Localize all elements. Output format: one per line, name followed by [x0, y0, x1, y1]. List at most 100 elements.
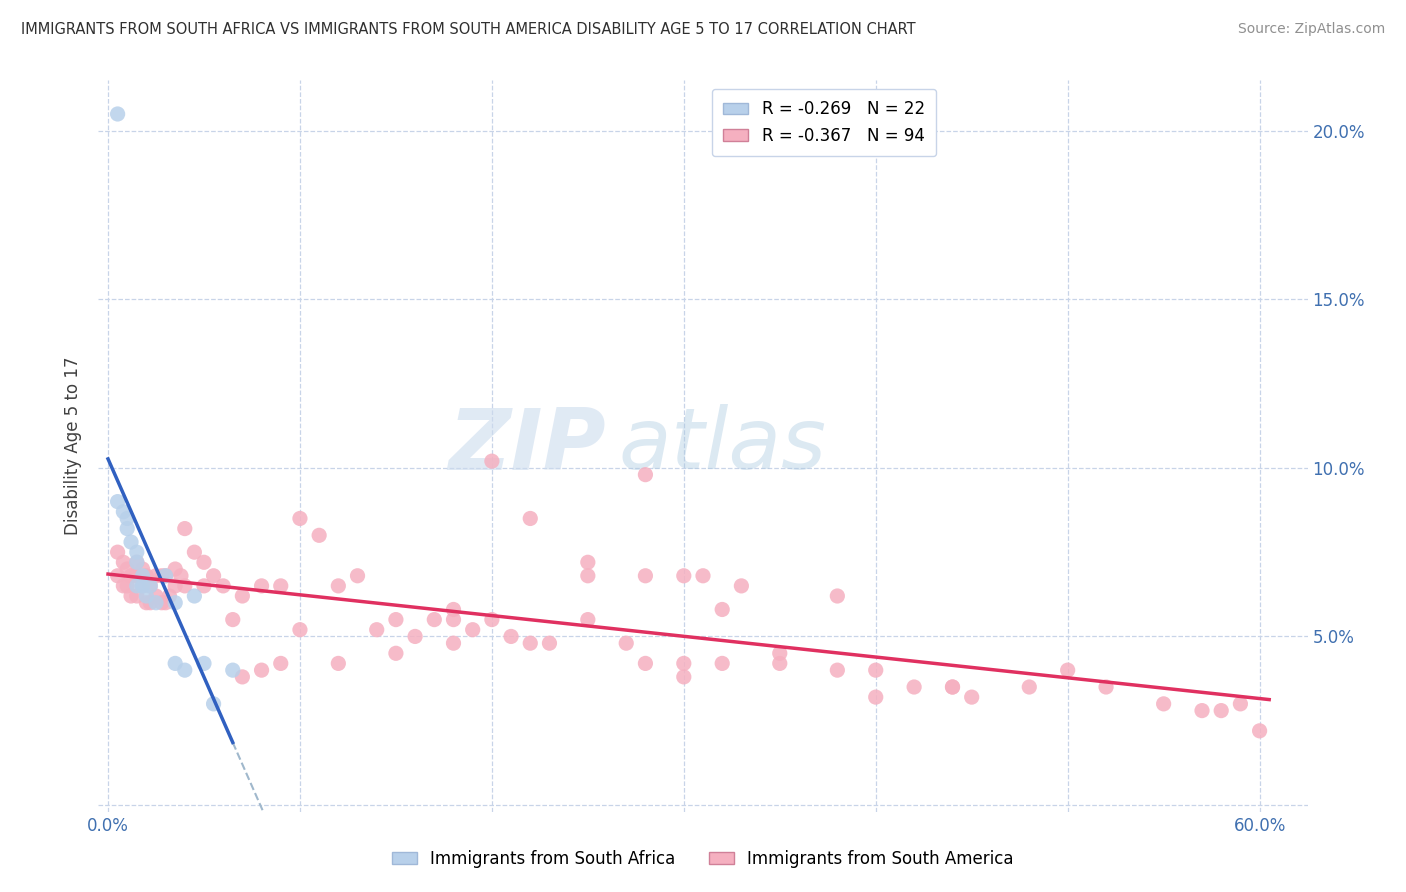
Point [165, 562, 187, 576]
Point [115, 522, 138, 536]
Point [173, 579, 195, 593]
Point [193, 555, 215, 569]
Point [115, 579, 138, 593]
Point [125, 589, 148, 603]
Point [112, 579, 135, 593]
Point [614, 636, 637, 650]
Point [125, 579, 148, 593]
Point [112, 505, 135, 519]
Point [423, 613, 446, 627]
Point [112, 555, 135, 569]
Point [576, 568, 599, 582]
Point [769, 657, 792, 671]
Point [155, 568, 177, 582]
Point [222, 613, 245, 627]
Point [120, 589, 142, 603]
Point [270, 579, 292, 593]
Point [346, 568, 368, 582]
Point [159, 589, 181, 603]
Point [125, 545, 148, 559]
Point [1018, 680, 1040, 694]
Point [481, 613, 503, 627]
Point [131, 579, 153, 593]
Point [634, 467, 657, 482]
Point [115, 511, 138, 525]
Text: atlas: atlas [619, 404, 827, 488]
Point [131, 568, 153, 582]
Point [692, 568, 714, 582]
Point [165, 579, 187, 593]
Point [385, 646, 408, 660]
Point [165, 657, 187, 671]
Point [202, 568, 225, 582]
Point [250, 663, 273, 677]
Point [960, 690, 983, 705]
Point [270, 657, 292, 671]
Point [212, 579, 235, 593]
Point [173, 522, 195, 536]
Point [308, 528, 330, 542]
Point [366, 623, 388, 637]
Point [155, 596, 177, 610]
Point [107, 494, 129, 508]
Point [125, 568, 148, 582]
Point [404, 630, 426, 644]
Point [634, 657, 657, 671]
Point [145, 568, 167, 582]
Text: IMMIGRANTS FROM SOUTH AFRICA VS IMMIGRANTS FROM SOUTH AMERICA DISABILITY AGE 5 T: IMMIGRANTS FROM SOUTH AFRICA VS IMMIGRAN… [21, 22, 915, 37]
Y-axis label: Disability Age 5 to 17: Disability Age 5 to 17 [65, 357, 83, 535]
Point [183, 545, 205, 559]
Point [150, 568, 173, 582]
Point [145, 596, 167, 610]
Point [769, 646, 792, 660]
Point [941, 680, 963, 694]
Point [711, 657, 734, 671]
Legend: Immigrants from South Africa, Immigrants from South America: Immigrants from South Africa, Immigrants… [385, 844, 1021, 875]
Point [107, 107, 129, 121]
Point [1229, 697, 1251, 711]
Point [131, 562, 153, 576]
Point [120, 568, 142, 582]
Point [865, 690, 887, 705]
Point [1095, 680, 1118, 694]
Point [222, 663, 245, 677]
Point [139, 579, 162, 593]
Point [903, 680, 925, 694]
Point [672, 670, 695, 684]
Point [576, 613, 599, 627]
Point [139, 596, 162, 610]
Point [328, 657, 350, 671]
Point [519, 511, 541, 525]
Point [443, 636, 465, 650]
Point [1249, 723, 1271, 738]
Point [135, 589, 157, 603]
Point [385, 613, 408, 627]
Point [941, 680, 963, 694]
Legend: R = -0.269   N = 22, R = -0.367   N = 94: R = -0.269 N = 22, R = -0.367 N = 94 [711, 88, 936, 156]
Point [1056, 663, 1078, 677]
Point [1191, 704, 1213, 718]
Point [1211, 704, 1233, 718]
Point [131, 579, 153, 593]
Point [827, 663, 849, 677]
Text: Source: ZipAtlas.com: Source: ZipAtlas.com [1237, 22, 1385, 37]
Point [288, 511, 311, 525]
Point [634, 568, 657, 582]
Point [443, 613, 465, 627]
Point [150, 596, 173, 610]
Point [135, 596, 157, 610]
Point [120, 535, 142, 549]
Point [202, 697, 225, 711]
Point [173, 663, 195, 677]
Point [139, 579, 162, 593]
Point [170, 568, 193, 582]
Point [288, 623, 311, 637]
Point [193, 657, 215, 671]
Point [115, 562, 138, 576]
Point [231, 670, 253, 684]
Point [135, 568, 157, 582]
Point [865, 663, 887, 677]
Point [711, 602, 734, 616]
Point [125, 555, 148, 569]
Text: ZIP: ZIP [449, 404, 606, 488]
